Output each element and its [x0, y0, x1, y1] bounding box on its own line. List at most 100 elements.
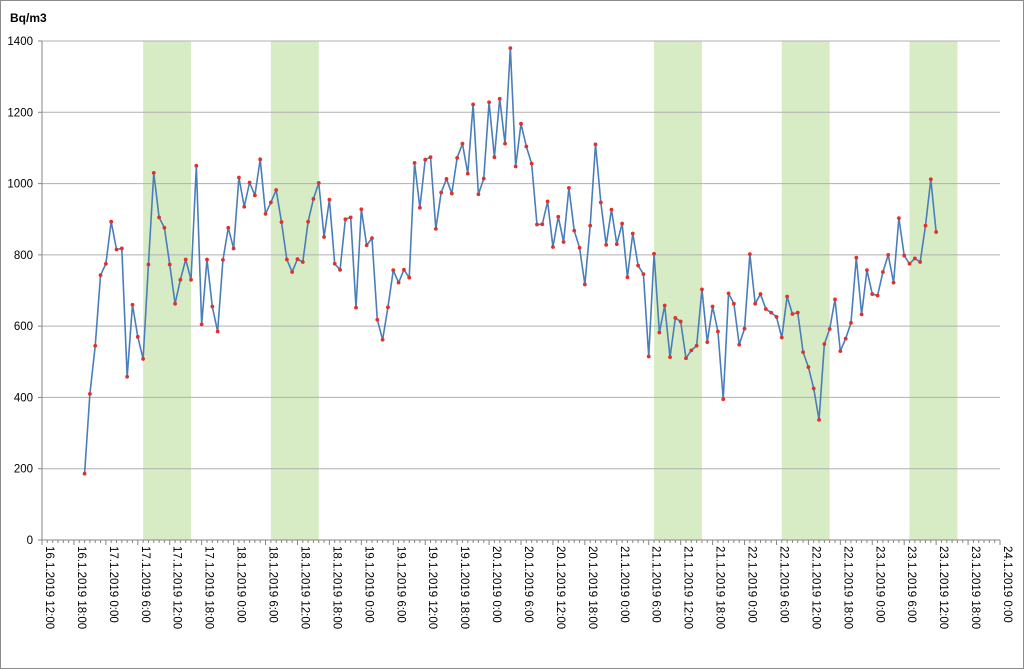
x-tick-label: 20.1.2019 18:00: [586, 546, 598, 629]
data-point: [726, 291, 731, 296]
x-tick-label: 18.1.2019 18:00: [330, 546, 342, 629]
y-tick-labels: 0 200 400 600 800 1000 1200 1400: [7, 36, 33, 547]
data-point: [396, 280, 401, 285]
data-point: [417, 205, 422, 210]
x-tick-label: 19.1.2019 12:00: [426, 546, 438, 629]
data-point: [636, 263, 640, 268]
data-point: [641, 272, 646, 277]
data-point: [290, 270, 295, 274]
data-point: [476, 192, 481, 197]
data-point: [391, 268, 396, 273]
x-tick-label: 20.1.2019 12:00: [554, 546, 566, 629]
data-point: [412, 160, 417, 165]
data-point: [449, 191, 454, 196]
data-point: [199, 322, 204, 327]
data-point: [609, 207, 614, 212]
data-point: [508, 46, 513, 51]
data-point: [252, 193, 257, 198]
data-point: [902, 253, 907, 258]
x-tick-label: 19.1.2019 0:00: [362, 546, 374, 623]
data-point: [284, 257, 289, 262]
x-tick-label: 22.1.2019 0:00: [746, 546, 758, 623]
y-axis-label: Bq/m3: [10, 11, 47, 25]
data-point: [332, 261, 337, 266]
data-point: [843, 336, 848, 341]
data-point: [694, 343, 699, 348]
data-point: [716, 329, 720, 334]
data-point: [455, 156, 460, 160]
data-point: [870, 292, 875, 296]
data-point: [375, 317, 380, 322]
data-point: [135, 334, 140, 339]
data-point: [652, 251, 656, 256]
data-point: [731, 301, 736, 306]
y-tick-label: 800: [14, 250, 33, 262]
data-point: [322, 235, 326, 239]
data-point: [567, 185, 571, 190]
data-point: [593, 142, 598, 147]
data-point: [141, 357, 146, 361]
data-point: [673, 316, 678, 320]
y-gridlines: [42, 40, 1000, 470]
data-point: [875, 293, 880, 298]
data-point: [604, 242, 609, 247]
data-point: [423, 157, 428, 162]
x-tick-label: 23.1.2019 6:00: [905, 546, 917, 623]
data-point: [125, 374, 130, 379]
data-point: [359, 207, 364, 212]
data-point: [822, 342, 827, 346]
data-point: [753, 301, 758, 306]
data-point: [657, 330, 662, 335]
data-point: [582, 282, 587, 287]
data-point: [774, 314, 779, 319]
x-tick-label: 21.1.2019 6:00: [650, 546, 662, 623]
data-point: [242, 204, 247, 209]
data-point: [215, 329, 220, 334]
data-point: [598, 200, 603, 205]
data-point: [588, 223, 593, 228]
data-point: [785, 294, 790, 299]
data-point: [492, 155, 497, 160]
y-tick-label: 400: [14, 392, 33, 404]
data-point: [162, 225, 167, 230]
y-tick-label: 1000: [7, 179, 33, 191]
data-point: [237, 175, 241, 180]
highlight-band-4: [781, 41, 830, 540]
data-point: [82, 471, 87, 476]
highlight-band-3: [654, 41, 702, 540]
data-point: [130, 302, 135, 307]
data-point: [572, 228, 577, 233]
x-tick-label: 22.1.2019 12:00: [809, 546, 821, 629]
x-tick-label: 22.1.2019 18:00: [841, 546, 853, 629]
data-point: [370, 236, 374, 241]
data-point: [668, 355, 672, 360]
data-point: [881, 270, 885, 274]
data-point: [678, 319, 683, 324]
data-point: [827, 327, 832, 331]
data-point: [907, 261, 912, 266]
data-point: [263, 211, 268, 216]
x-tick-label: 16.1.2019 12:00: [43, 546, 55, 629]
data-point: [194, 163, 199, 168]
x-tick-label: 23.1.2019 0:00: [873, 546, 885, 623]
data-point: [354, 305, 358, 310]
data-point: [444, 177, 449, 181]
data-point: [279, 220, 284, 224]
data-point: [327, 197, 332, 202]
data-point: [524, 144, 529, 149]
data-point: [625, 275, 630, 280]
data-point: [763, 307, 768, 311]
data-point: [795, 310, 800, 315]
data-point: [912, 256, 917, 261]
x-tick-label: 20.1.2019 0:00: [490, 546, 502, 623]
highlight-bands: [143, 41, 958, 540]
y-tick-label: 1400: [7, 36, 33, 48]
data-point: [205, 257, 209, 262]
data-point: [577, 245, 582, 250]
data-point: [865, 268, 869, 273]
data-point: [737, 342, 742, 347]
x-tick-label: 17.1.2019 6:00: [139, 546, 151, 623]
data-point: [98, 273, 103, 278]
data-point: [348, 215, 353, 220]
data-point: [700, 287, 704, 292]
